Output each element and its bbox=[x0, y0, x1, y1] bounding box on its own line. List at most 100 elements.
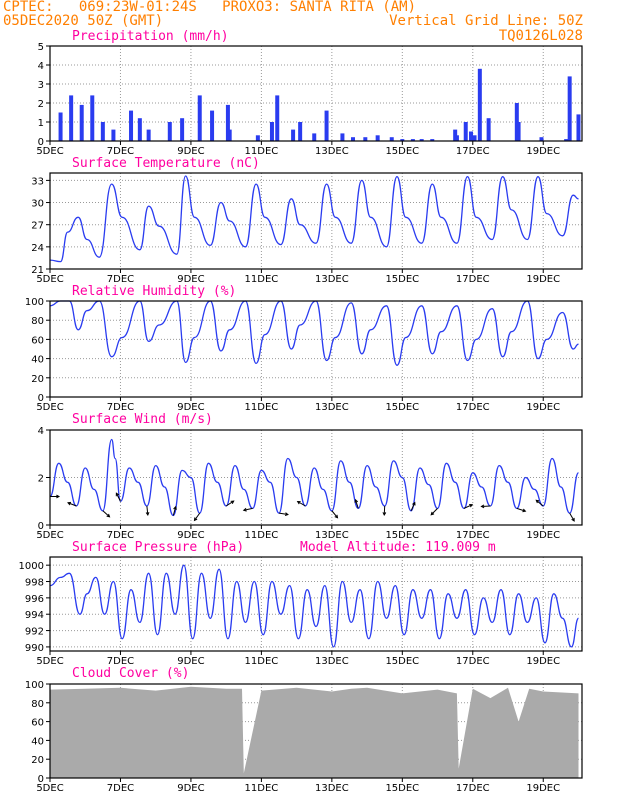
x-tick-label: 9DEC bbox=[177, 146, 204, 157]
precip-bar bbox=[567, 76, 572, 141]
wind-arrow bbox=[463, 504, 473, 509]
precip-bar bbox=[564, 139, 569, 141]
x-tick-label: 11DEC bbox=[245, 656, 279, 667]
x-tick-label: 7DEC bbox=[107, 783, 134, 794]
wind-arrow-head bbox=[230, 500, 235, 504]
x-tick-label: 13DEC bbox=[315, 530, 349, 541]
precip-bar bbox=[275, 95, 280, 141]
precip-bar bbox=[340, 133, 345, 141]
header-station: CPTEC: 069:23W-01:24S PROXO3: SANTA RITA… bbox=[3, 0, 417, 15]
series-line-temp bbox=[49, 175, 579, 263]
title-wind: Surface Wind (m/s) bbox=[72, 412, 213, 427]
precip-bar bbox=[430, 139, 435, 141]
x-tick-label: 15DEC bbox=[385, 402, 419, 413]
wind-arrow bbox=[430, 508, 438, 516]
x-tick-label: 11DEC bbox=[245, 530, 279, 541]
x-tick-label: 11DEC bbox=[245, 783, 279, 794]
y-tick-label: 60 bbox=[31, 335, 44, 346]
precip-bar bbox=[180, 118, 185, 141]
precip-bar bbox=[350, 137, 355, 141]
wind-arrow-head bbox=[382, 512, 387, 517]
precip-bar bbox=[255, 135, 260, 141]
y-tick-label: 0 bbox=[38, 521, 44, 532]
cloud-area bbox=[50, 686, 579, 778]
y-tick-label: 0 bbox=[38, 774, 44, 785]
panel-frame bbox=[49, 683, 583, 779]
y-tick-label: 40 bbox=[31, 355, 44, 366]
x-tick-label: 9DEC bbox=[177, 656, 204, 667]
wind-arrow bbox=[115, 493, 121, 502]
wind-arrow-head bbox=[145, 511, 150, 516]
precip-bar bbox=[79, 104, 84, 141]
wind-arrow-head bbox=[334, 514, 339, 519]
precip-bar bbox=[539, 137, 544, 141]
precip-bar bbox=[111, 129, 116, 141]
y-tick-label: 3 bbox=[38, 80, 44, 91]
wind-arrow-head bbox=[571, 517, 575, 522]
x-tick-label: 17DEC bbox=[456, 402, 490, 413]
series-line-pres bbox=[49, 564, 580, 648]
wind-arrow-head bbox=[56, 494, 61, 499]
y-tick-label: 1 bbox=[38, 118, 44, 129]
precip-bar bbox=[58, 112, 63, 141]
wind-arrow-head bbox=[115, 492, 120, 497]
panel-cloud: 0 20 40 60 80 100 5DEC 7DEC 9DEC 11DEC 13DEC 15DEC 1… bbox=[25, 680, 583, 794]
precip-bar bbox=[312, 133, 317, 141]
x-tick-label: 19DEC bbox=[526, 274, 560, 285]
y-tick-label: 2 bbox=[38, 474, 44, 485]
precip-bar bbox=[100, 122, 105, 141]
y-tick-label: 1000 bbox=[19, 561, 44, 572]
y-tick-label: 992 bbox=[25, 627, 44, 638]
precip-bar bbox=[463, 122, 468, 141]
x-tick-label: 9DEC bbox=[177, 402, 204, 413]
x-tick-label: 9DEC bbox=[177, 530, 204, 541]
precip-bar bbox=[90, 95, 95, 141]
wind-arrow-head bbox=[522, 508, 527, 513]
title-pressure: Surface Pressure (hPa) bbox=[72, 540, 245, 555]
x-tick-label: 9DEC bbox=[177, 274, 204, 285]
series-line-wind bbox=[49, 438, 580, 517]
precip-bar bbox=[227, 129, 232, 141]
wind-arrow bbox=[102, 510, 110, 518]
y-tick-label: 20 bbox=[31, 374, 44, 385]
series-line-rh bbox=[49, 300, 579, 366]
y-tick-label: 996 bbox=[25, 594, 44, 605]
precip-bar bbox=[197, 95, 202, 141]
x-tick-label: 15DEC bbox=[385, 656, 419, 667]
precip-bar bbox=[167, 122, 172, 141]
precip-bar bbox=[516, 122, 521, 141]
x-tick-label: 17DEC bbox=[456, 274, 490, 285]
y-tick-label: 2 bbox=[38, 99, 44, 110]
x-tick-label: 11DEC bbox=[245, 146, 279, 157]
wind-arrow bbox=[278, 512, 288, 516]
panel-temp: 21 24 27 30 33 5DEC 7DEC 9DEC 11DEC 13DEC 15DEC 17D… bbox=[31, 172, 583, 285]
precip-bar bbox=[363, 137, 368, 141]
x-tick-label: 7DEC bbox=[107, 146, 134, 157]
wind-arrow-head bbox=[469, 503, 474, 508]
panel-frame bbox=[49, 172, 583, 270]
y-tick-label: 20 bbox=[31, 755, 44, 766]
y-tick-label: 0 bbox=[38, 393, 44, 404]
panel-frame bbox=[49, 556, 583, 652]
precip-bar bbox=[291, 129, 296, 141]
wind-arrow bbox=[516, 507, 526, 512]
x-tick-label: 5DEC bbox=[36, 402, 63, 413]
precip-bar bbox=[269, 122, 274, 141]
wind-arrow bbox=[243, 507, 253, 511]
precip-bar bbox=[146, 129, 151, 141]
y-tick-label: 990 bbox=[25, 643, 44, 654]
x-tick-label: 11DEC bbox=[245, 402, 279, 413]
y-tick-label: 994 bbox=[25, 610, 44, 621]
x-tick-label: 15DEC bbox=[385, 530, 419, 541]
panel-precip: 0 1 2 3 4 5 5DEC 7DEC 9DEC 11DEC 13DEC 15DEC 17DEC 19… bbox=[36, 42, 583, 157]
x-tick-label: 17DEC bbox=[456, 783, 490, 794]
y-tick-label: 27 bbox=[31, 221, 44, 232]
x-tick-label: 17DEC bbox=[456, 146, 490, 157]
precip-bar bbox=[576, 114, 581, 141]
x-tick-label: 19DEC bbox=[526, 530, 560, 541]
wind-arrow-head bbox=[67, 501, 72, 506]
y-tick-label: 5 bbox=[38, 42, 44, 53]
x-tick-label: 5DEC bbox=[36, 783, 63, 794]
wind-arrow-head bbox=[284, 512, 289, 517]
x-tick-label: 19DEC bbox=[526, 146, 560, 157]
